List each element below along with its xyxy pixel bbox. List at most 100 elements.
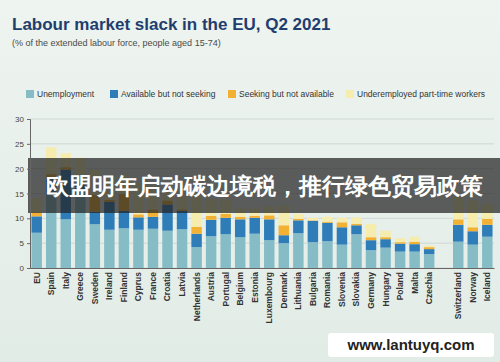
x-tick-label: Greece (75, 272, 85, 301)
x-tick: Ireland (104, 268, 114, 300)
bar (104, 230, 114, 268)
bar (264, 215, 274, 219)
y-tick-mark (27, 218, 30, 219)
x-tick-label: Hungary (381, 272, 391, 307)
bar (380, 239, 390, 247)
y-tick-label: 25 (15, 140, 24, 149)
watermark-box (328, 333, 494, 357)
bar (366, 250, 376, 268)
x-axis: EUSpainItalyGreeceSwedenIrelandFinlandCy… (31, 268, 495, 323)
bar (351, 224, 361, 225)
x-tick: Hungary (381, 268, 391, 306)
bar (31, 216, 41, 232)
x-tick-label: Iceland (482, 272, 492, 301)
bar (235, 219, 245, 237)
bar (177, 211, 187, 229)
bar (279, 243, 289, 268)
bar (177, 229, 187, 268)
x-tick-label: Latvia (177, 272, 187, 297)
y-tick: 10 (15, 214, 30, 223)
y-axis-line (27, 120, 31, 269)
bar (424, 247, 434, 249)
bar (279, 235, 289, 243)
bar (191, 227, 201, 234)
bar (31, 233, 41, 268)
y-tick: 20 (15, 165, 30, 174)
y-tick-mark (27, 243, 30, 244)
x-tick: Slovakia (351, 268, 361, 307)
x-tick: Estonia (250, 268, 260, 303)
y-tick-mark (27, 169, 30, 170)
y-tick-mark (27, 268, 30, 269)
bar (409, 237, 419, 242)
bar (482, 225, 492, 237)
y-tick-label: 15 (15, 190, 24, 199)
x-tick: Poland (395, 268, 405, 300)
y-tick: 30 (15, 115, 30, 124)
y-tick: 0 (20, 264, 30, 273)
y-tick-label: 20 (15, 165, 24, 174)
bar (337, 227, 347, 244)
x-tick-label: Portugal (221, 272, 231, 306)
x-tick-label: Belgium (235, 272, 245, 306)
bar (395, 252, 405, 268)
x-tick: Portugal (221, 268, 231, 306)
bar (249, 218, 259, 234)
legend-label: Unemployment (37, 89, 95, 99)
bar (409, 242, 419, 244)
banner-text: 欧盟明年启动碳边境税，推行绿色贸易政策 (46, 173, 483, 199)
bar (90, 224, 100, 268)
banner (28, 158, 500, 213)
legend-swatch (110, 90, 118, 98)
bar (293, 219, 303, 220)
bar (395, 242, 405, 243)
bar (366, 240, 376, 250)
bar (220, 234, 230, 268)
x-tick-label: Luxembourg (264, 272, 274, 323)
x-tick-label: Finland (119, 272, 129, 302)
y-tick-label: 30 (15, 115, 24, 124)
bar (308, 218, 318, 220)
x-tick: Spain (46, 268, 56, 295)
x-tick-label: Italy (61, 272, 71, 289)
x-tick-label: Switzerland (453, 272, 463, 319)
bar (409, 252, 419, 268)
bar (482, 219, 492, 225)
x-tick: Cyprus (133, 268, 143, 301)
bar (453, 242, 463, 268)
x-tick-label: Poland (395, 272, 405, 300)
bar (380, 231, 390, 237)
legend-swatch (346, 90, 354, 98)
bar (395, 238, 405, 242)
grid (30, 119, 494, 268)
watermark-text: www.lantuyq.com (347, 336, 475, 353)
bar (482, 237, 492, 268)
title: Labour market slack in the EU, Q2 2021 (12, 15, 330, 34)
bar (90, 212, 100, 224)
x-tick-label: Bulgaria (308, 272, 318, 306)
x-tick-label: Ireland (104, 272, 114, 300)
y-tick-label: 5 (20, 239, 25, 248)
bar (322, 217, 332, 222)
y-tick-mark (27, 144, 30, 145)
x-tick-label: Malta (410, 272, 420, 294)
x-tick-label: Sweden (90, 272, 100, 304)
x-tick-label: Lithuania (293, 272, 303, 310)
bar (351, 234, 361, 268)
bar (119, 228, 129, 268)
x-tick: Finland (119, 268, 129, 302)
y-tick-mark (27, 119, 30, 120)
bar (206, 236, 216, 268)
x-tick: Croatia (162, 268, 172, 301)
x-tick: Slovenia (337, 268, 347, 307)
x-tick-label: Czechia (424, 272, 434, 304)
bar (279, 225, 289, 235)
x-tick: Malta (410, 268, 420, 294)
chart: Labour market slack in the EU, Q2 2021(%… (0, 0, 500, 362)
bar (351, 225, 361, 234)
x-tick: Luxembourg (264, 268, 274, 323)
bar (409, 244, 419, 251)
x-tick-label: Austria (206, 272, 216, 302)
bar (162, 231, 172, 268)
x-tick-label: Croatia (162, 272, 172, 302)
